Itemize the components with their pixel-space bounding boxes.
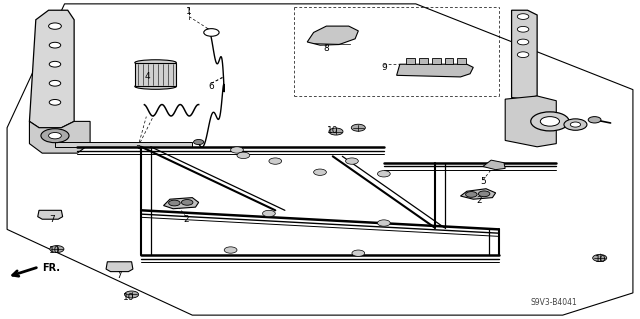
Circle shape — [517, 26, 529, 32]
Text: 6: 6 — [209, 82, 214, 91]
Ellipse shape — [135, 60, 176, 65]
Polygon shape — [419, 58, 428, 64]
Polygon shape — [458, 58, 467, 64]
Polygon shape — [164, 197, 198, 209]
Text: 3: 3 — [135, 145, 141, 154]
Circle shape — [204, 29, 219, 36]
Text: 9: 9 — [381, 63, 387, 72]
Circle shape — [531, 112, 569, 131]
Text: 2: 2 — [477, 196, 483, 205]
Circle shape — [224, 247, 237, 253]
Circle shape — [378, 171, 390, 177]
Text: 8: 8 — [323, 44, 329, 53]
Circle shape — [49, 42, 61, 48]
Circle shape — [125, 291, 139, 298]
Polygon shape — [397, 64, 473, 77]
Polygon shape — [445, 58, 454, 64]
Polygon shape — [461, 189, 495, 199]
Circle shape — [378, 220, 390, 226]
Polygon shape — [29, 10, 74, 128]
Circle shape — [540, 117, 559, 126]
Circle shape — [49, 61, 61, 67]
Polygon shape — [38, 210, 63, 219]
Polygon shape — [307, 26, 358, 45]
Text: 1: 1 — [186, 7, 192, 16]
Circle shape — [41, 129, 69, 143]
Text: S9V3-B4041: S9V3-B4041 — [531, 298, 577, 307]
Circle shape — [269, 158, 282, 164]
Polygon shape — [135, 63, 176, 86]
Circle shape — [329, 128, 343, 135]
Circle shape — [517, 52, 529, 57]
Polygon shape — [55, 142, 192, 147]
Polygon shape — [29, 122, 90, 153]
Text: FR.: FR. — [42, 263, 60, 273]
Circle shape — [181, 199, 193, 205]
Circle shape — [237, 152, 250, 159]
Polygon shape — [432, 58, 441, 64]
Text: 10: 10 — [595, 255, 607, 264]
Circle shape — [517, 39, 529, 45]
Circle shape — [314, 169, 326, 175]
Ellipse shape — [135, 84, 176, 89]
Text: 7: 7 — [49, 215, 54, 224]
Circle shape — [49, 23, 61, 29]
Polygon shape — [511, 10, 537, 99]
Text: 10: 10 — [327, 126, 339, 135]
Circle shape — [49, 132, 61, 139]
Circle shape — [230, 147, 243, 153]
Polygon shape — [106, 262, 133, 271]
Polygon shape — [483, 160, 505, 170]
Circle shape — [466, 192, 477, 197]
Circle shape — [570, 122, 580, 127]
Circle shape — [193, 139, 204, 145]
Circle shape — [352, 250, 365, 256]
Polygon shape — [406, 58, 415, 64]
Circle shape — [564, 119, 587, 130]
Text: 10: 10 — [49, 246, 61, 255]
Circle shape — [593, 255, 607, 262]
Text: 4: 4 — [145, 72, 150, 81]
Text: 7: 7 — [116, 271, 122, 280]
Text: 10: 10 — [123, 293, 134, 302]
Circle shape — [588, 117, 601, 123]
Circle shape — [49, 100, 61, 105]
Circle shape — [50, 246, 64, 253]
Circle shape — [478, 191, 490, 197]
Circle shape — [346, 158, 358, 164]
Text: 2: 2 — [183, 215, 189, 224]
Circle shape — [351, 124, 365, 131]
Circle shape — [517, 14, 529, 19]
Circle shape — [169, 200, 180, 206]
Polygon shape — [7, 4, 633, 315]
Circle shape — [262, 210, 275, 217]
Text: 5: 5 — [480, 177, 486, 186]
Circle shape — [49, 80, 61, 86]
Polygon shape — [505, 96, 556, 147]
